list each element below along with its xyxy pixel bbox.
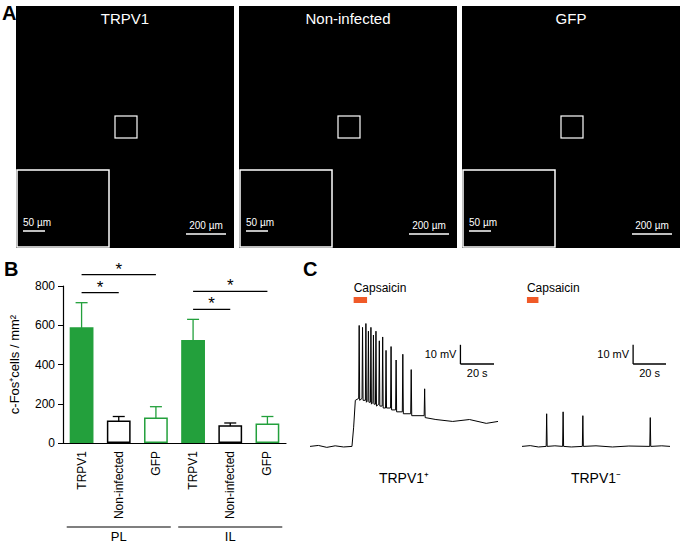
html-text:A: A	[2, 2, 17, 24]
svg-text:400: 400	[35, 358, 55, 372]
svg-text:*: *	[97, 278, 104, 297]
svg-text:50 µm: 50 µm	[246, 217, 274, 228]
svg-text:TRPV1: TRPV1	[75, 451, 89, 490]
svg-text:20 s: 20 s	[467, 367, 488, 379]
svg-text:10 mV: 10 mV	[597, 348, 629, 360]
html-text:B: B	[4, 258, 19, 280]
svg-text:200 µm: 200 µm	[635, 220, 669, 231]
svg-text:GFP: GFP	[260, 451, 274, 476]
svg-text:50 µm: 50 µm	[23, 217, 51, 228]
svg-text:TRPV1: TRPV1	[101, 10, 149, 27]
svg-text:800: 800	[35, 279, 55, 293]
svg-text:Non-infected: Non-infected	[305, 10, 390, 27]
svg-text:200 µm: 200 µm	[412, 220, 446, 231]
svg-text:600: 600	[35, 318, 55, 332]
svg-text:PL: PL	[111, 529, 127, 544]
svg-text:Non-infected: Non-infected	[223, 451, 237, 519]
svg-text:IL: IL	[225, 529, 236, 544]
svg-text:0: 0	[48, 436, 55, 450]
svg-text:TRPV1⁺: TRPV1⁺	[379, 470, 429, 486]
svg-text:c-Fos⁺cells / mm²: c-Fos⁺cells / mm²	[7, 314, 22, 414]
svg-text:20 s: 20 s	[639, 367, 660, 379]
svg-text:Capsaicin: Capsaicin	[527, 281, 580, 295]
svg-text:*: *	[208, 294, 215, 313]
svg-text:10 mV: 10 mV	[425, 348, 457, 360]
html-text:C: C	[303, 258, 318, 280]
svg-text:*: *	[115, 260, 122, 279]
svg-text:Non-infected: Non-infected	[112, 451, 126, 519]
svg-text:200: 200	[35, 397, 55, 411]
svg-text:TRPV1⁻: TRPV1⁻	[571, 470, 621, 486]
svg-text:GFP: GFP	[556, 10, 587, 27]
svg-text:50 µm: 50 µm	[469, 217, 497, 228]
svg-text:Capsaicin: Capsaicin	[354, 281, 407, 295]
svg-text:200 µm: 200 µm	[189, 220, 223, 231]
svg-text:TRPV1: TRPV1	[186, 451, 200, 490]
svg-text:GFP: GFP	[149, 451, 163, 476]
svg-text:*: *	[227, 276, 234, 295]
